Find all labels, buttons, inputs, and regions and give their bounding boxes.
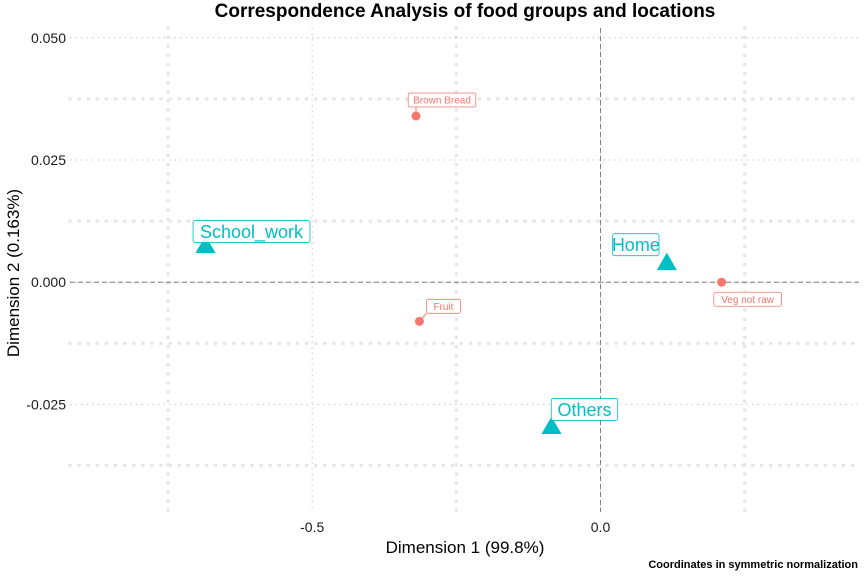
- y-tick-label: 0.000: [31, 274, 66, 290]
- x-axis-label: Dimension 1 (99.8%): [386, 538, 545, 557]
- x-tick-label: -0.5: [300, 519, 324, 535]
- point-label-brown-bread-box: [407, 92, 477, 108]
- point-label-veg-not-raw-box: [713, 291, 782, 307]
- point-label-brown-bread: Brown Bread: [413, 96, 471, 107]
- marks-layer: Brown Bread Fruit Veg not raw School_work Ho…: [192, 92, 782, 434]
- point-label-home-box: [612, 233, 660, 257]
- point-label-veg-not-raw: Veg not raw: [721, 295, 775, 306]
- y-tick-label: 0.025: [31, 152, 66, 168]
- point-label-school-work: School_work: [200, 222, 304, 243]
- y-tick-label: -0.025: [26, 396, 66, 412]
- point-label-home: Home: [612, 235, 660, 255]
- food-group-point: [717, 277, 727, 287]
- point-label-fruit-box: [426, 298, 461, 314]
- point-label-fruit: Fruit: [433, 302, 453, 313]
- chart-title: Correspondence Analysis of food groups a…: [215, 1, 716, 22]
- x-tick-label: 0.0: [591, 519, 611, 535]
- location-point: [195, 235, 216, 254]
- y-axis-label: Dimension 2 (0.163%): [4, 189, 23, 357]
- y-tick-label: 0.050: [31, 30, 66, 46]
- point-label-others-box: [550, 398, 619, 421]
- label-leader-line: [419, 313, 427, 322]
- axis-layer: -0.5 0.0 0.050 0.025 0.000 -0.025: [26, 28, 860, 535]
- location-point: [656, 252, 677, 271]
- point-label-others: Others: [557, 400, 611, 420]
- point-label-school-work-box: [192, 220, 311, 243]
- chart-caption: Coordinates in symmetric normalization: [648, 559, 858, 571]
